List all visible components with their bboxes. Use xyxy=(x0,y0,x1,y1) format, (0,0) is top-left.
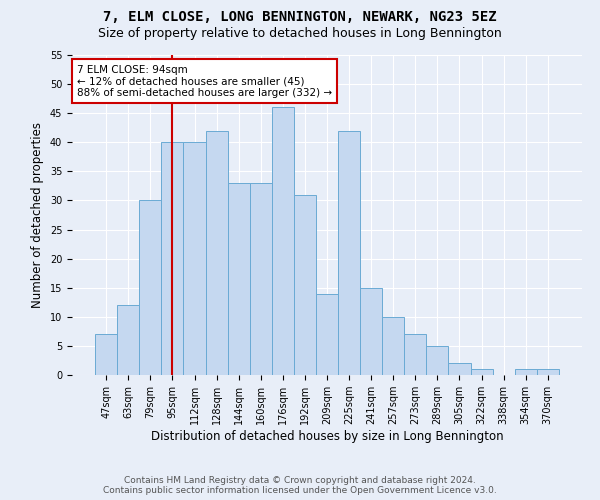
Bar xyxy=(272,108,294,375)
Bar xyxy=(338,130,360,375)
Bar xyxy=(95,334,117,375)
Bar xyxy=(404,334,427,375)
Text: Size of property relative to detached houses in Long Bennington: Size of property relative to detached ho… xyxy=(98,28,502,40)
Bar xyxy=(139,200,161,375)
Bar xyxy=(206,130,227,375)
Bar xyxy=(184,142,206,375)
Bar xyxy=(161,142,184,375)
Bar xyxy=(316,294,338,375)
Bar xyxy=(448,364,470,375)
Bar xyxy=(427,346,448,375)
Bar xyxy=(360,288,382,375)
Bar xyxy=(382,317,404,375)
Bar xyxy=(294,194,316,375)
Bar xyxy=(227,183,250,375)
Text: Contains HM Land Registry data © Crown copyright and database right 2024.
Contai: Contains HM Land Registry data © Crown c… xyxy=(103,476,497,495)
Y-axis label: Number of detached properties: Number of detached properties xyxy=(31,122,44,308)
Bar xyxy=(117,305,139,375)
Text: 7, ELM CLOSE, LONG BENNINGTON, NEWARK, NG23 5EZ: 7, ELM CLOSE, LONG BENNINGTON, NEWARK, N… xyxy=(103,10,497,24)
Bar xyxy=(250,183,272,375)
Text: 7 ELM CLOSE: 94sqm
← 12% of detached houses are smaller (45)
88% of semi-detache: 7 ELM CLOSE: 94sqm ← 12% of detached hou… xyxy=(77,64,332,98)
X-axis label: Distribution of detached houses by size in Long Bennington: Distribution of detached houses by size … xyxy=(151,430,503,443)
Bar xyxy=(537,369,559,375)
Bar xyxy=(470,369,493,375)
Bar xyxy=(515,369,537,375)
